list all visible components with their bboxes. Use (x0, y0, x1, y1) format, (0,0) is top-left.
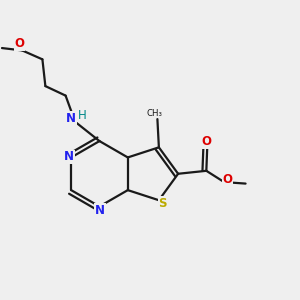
Text: H: H (78, 109, 87, 122)
Text: N: N (66, 112, 76, 125)
Text: N: N (64, 150, 74, 163)
Text: N: N (95, 204, 105, 217)
Text: O: O (201, 136, 211, 148)
Text: O: O (14, 38, 24, 50)
Text: O: O (223, 173, 233, 186)
Text: S: S (158, 197, 167, 210)
Text: CH₃: CH₃ (146, 109, 162, 118)
